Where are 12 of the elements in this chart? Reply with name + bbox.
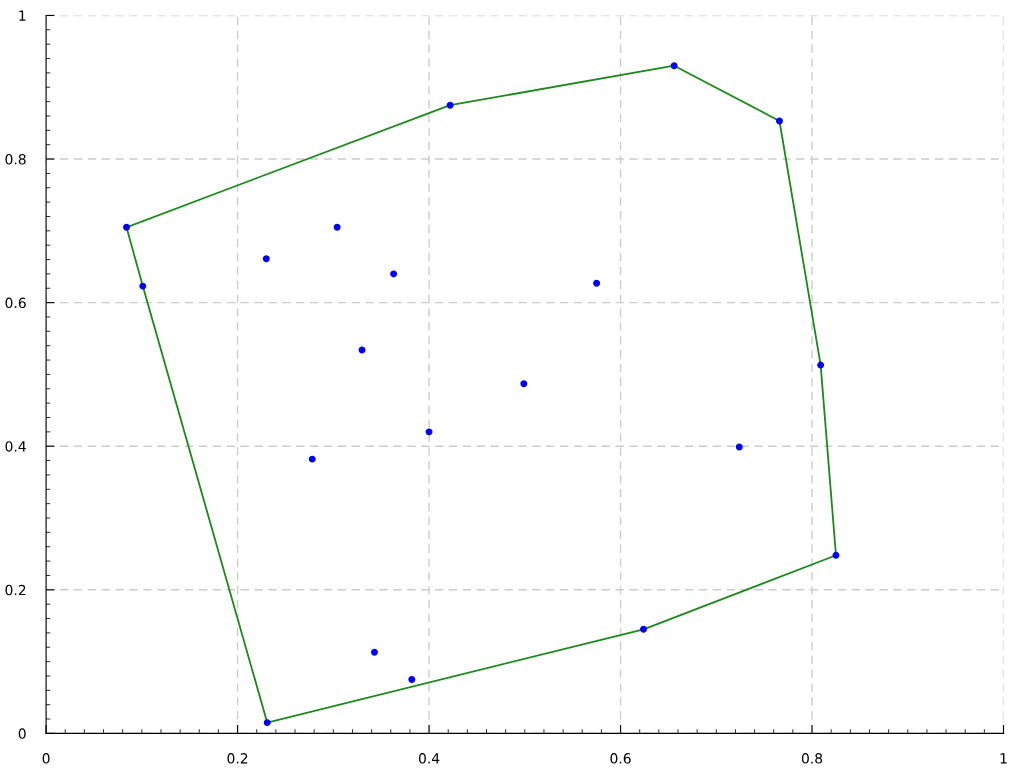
x-tick-label: 0.8 bbox=[801, 753, 823, 764]
x-tick-label: 0.6 bbox=[610, 753, 631, 764]
x-tick-label: 0.2 bbox=[227, 753, 248, 764]
x-tick-label: 0 bbox=[42, 753, 50, 764]
x-tick-label: 0.4 bbox=[418, 753, 440, 764]
x-tick-label: 1 bbox=[1000, 753, 1007, 764]
y-tick-label: 0.6 bbox=[5, 297, 26, 309]
y-tick-label: 0.4 bbox=[5, 441, 26, 452]
y-tick-label: 0.2 bbox=[5, 584, 26, 596]
y-tick-label: 0 bbox=[18, 728, 26, 739]
y-tick-label: 1 bbox=[19, 10, 26, 21]
y-tick-label: 0.8 bbox=[5, 154, 26, 165]
